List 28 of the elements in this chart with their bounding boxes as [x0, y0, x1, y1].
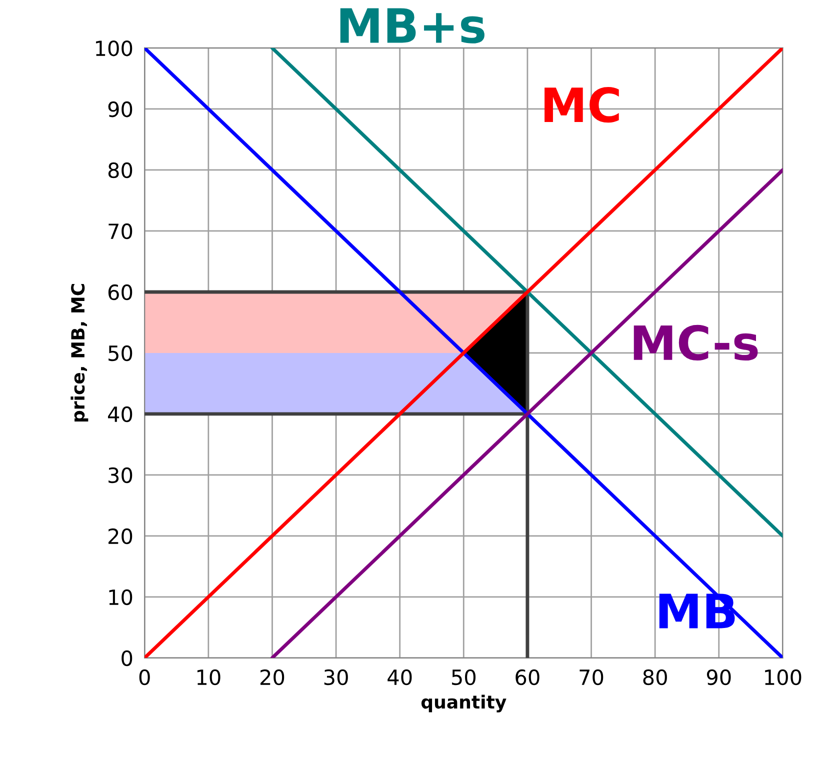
x-axis-title: quantity [421, 694, 506, 712]
y-tick-label: 60 [108, 284, 132, 300]
x-tick-label: 0 [139, 669, 150, 686]
x-tick-label: 10 [197, 669, 220, 686]
y-tick-label: 100 [96, 40, 132, 56]
y-tick-label: 70 [108, 223, 132, 240]
x-tick-label: 90 [706, 669, 731, 686]
y-tick-label: 0 [122, 650, 132, 666]
y-tick-label: 90 [108, 101, 132, 118]
x-tick-label: 20 [260, 669, 284, 686]
y-tick-label: 40 [108, 406, 132, 422]
x-tick-label: 50 [452, 669, 476, 686]
y-axis-title: price, MB, MC [70, 284, 88, 422]
y-tick-label: 80 [108, 162, 132, 178]
y-tick-label: 20 [108, 528, 132, 544]
series-label: MC [544, 86, 619, 123]
y-tick-label: 10 [109, 589, 132, 606]
series-label: MC-s [634, 324, 758, 361]
x-tick-label: 60 [516, 669, 540, 686]
x-tick-label: 70 [580, 669, 604, 686]
series-label: MB [659, 594, 735, 628]
x-tick-label: 40 [388, 669, 412, 686]
x-tick-label: 80 [643, 669, 667, 686]
y-tick-label: 50 [108, 345, 132, 362]
x-tick-label: 30 [324, 669, 348, 686]
series-label: MB+s [340, 8, 484, 44]
y-tick-label: 30 [108, 467, 132, 484]
x-tick-label: 100 [765, 669, 802, 686]
